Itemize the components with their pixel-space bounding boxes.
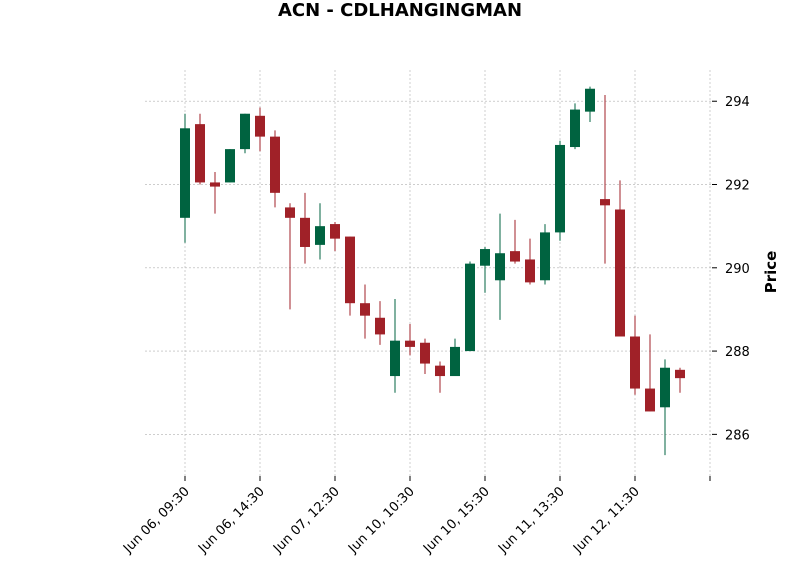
candle-body	[570, 109, 580, 148]
candle-body	[270, 136, 280, 193]
candle	[600, 94, 610, 264]
candle-body	[450, 346, 460, 377]
candle	[465, 261, 475, 352]
candle	[375, 301, 385, 345]
candle	[195, 113, 205, 185]
candle-body	[360, 303, 370, 316]
x-tick-label: Jun 07, 12:30	[270, 484, 343, 557]
candle	[540, 224, 550, 285]
candle	[240, 113, 250, 154]
candle-body	[300, 217, 310, 247]
candle	[555, 140, 565, 241]
candle-body	[390, 340, 400, 377]
candle-body	[345, 236, 355, 304]
chart-title: ACN - CDLHANGINGMAN	[277, 0, 523, 21]
y-tick-label: 286	[725, 428, 750, 443]
candle	[255, 107, 265, 152]
candle	[180, 113, 190, 243]
candle	[660, 359, 670, 456]
x-axis: Jun 06, 09:30 Jun 06, 14:30 Jun 07, 12:30 J…	[120, 476, 711, 557]
candle-body	[255, 115, 265, 137]
candle-body	[555, 144, 565, 233]
candle-body	[465, 263, 475, 352]
candle	[270, 130, 280, 208]
candle-body	[375, 317, 385, 335]
candle-body	[435, 365, 445, 377]
candle	[570, 103, 580, 150]
candle-body	[585, 88, 595, 112]
candle-body	[495, 253, 505, 281]
candle-body	[330, 224, 340, 239]
x-tick-label: Jun 06, 09:30	[120, 484, 193, 557]
candle	[300, 192, 310, 264]
candle	[360, 284, 370, 339]
candle	[450, 338, 460, 377]
candles	[180, 86, 685, 456]
candle	[615, 180, 625, 337]
candle	[675, 367, 685, 393]
candle-body	[225, 149, 235, 183]
candle	[420, 338, 430, 374]
candle	[330, 221, 340, 252]
x-tick-label: Jun 11, 13:30	[495, 484, 568, 557]
candle	[495, 213, 505, 320]
candle-body	[285, 207, 295, 218]
candle	[480, 246, 490, 293]
x-tick-label: Jun 12, 11:30	[570, 484, 643, 557]
candle	[405, 324, 415, 356]
candle	[645, 334, 655, 412]
x-tick-label: Jun 06, 14:30	[195, 484, 268, 557]
candle-body	[615, 209, 625, 337]
y-axis-label: Price	[762, 251, 780, 294]
candle	[285, 203, 295, 310]
candle-body	[240, 113, 250, 150]
candle	[630, 315, 640, 395]
candle	[435, 361, 445, 393]
candle-body	[675, 369, 685, 379]
candle	[585, 86, 595, 123]
candle	[510, 219, 520, 264]
candle	[225, 149, 235, 183]
candle-body	[525, 259, 535, 283]
candle	[210, 172, 220, 214]
y-tick-label: 292	[725, 179, 750, 194]
candle-body	[195, 124, 205, 183]
y-tick-label: 290	[725, 262, 750, 277]
candle-body	[540, 232, 550, 281]
y-tick-label: 288	[725, 345, 750, 360]
x-tick-label: Jun 10, 10:30	[345, 484, 418, 557]
candle-body	[630, 336, 640, 389]
candle-body	[480, 249, 490, 266]
candle-body	[660, 367, 670, 408]
candle	[315, 203, 325, 260]
grid	[145, 70, 712, 476]
candle-body	[180, 128, 190, 218]
candle	[390, 299, 400, 393]
candle-body	[600, 199, 610, 206]
candle-body	[510, 251, 520, 262]
y-axis: 286 288 290 292 294	[712, 95, 750, 443]
candle	[345, 236, 355, 316]
candle-body	[210, 182, 220, 187]
candle-body	[405, 340, 415, 347]
candle-body	[315, 226, 325, 245]
candle	[525, 238, 535, 285]
y-tick-label: 294	[725, 95, 750, 110]
candle-body	[420, 342, 430, 364]
candle-body	[645, 388, 655, 412]
x-tick-label: Jun 10, 15:30	[420, 484, 493, 557]
